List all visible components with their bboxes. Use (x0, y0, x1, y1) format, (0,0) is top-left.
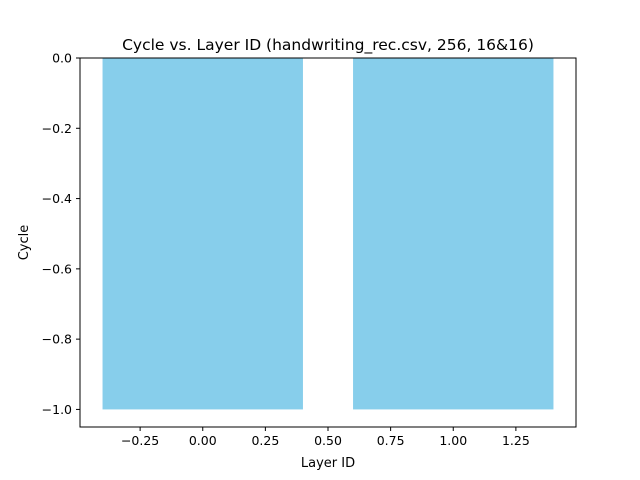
x-tick-label: −0.25 (121, 433, 159, 448)
bar-1 (353, 58, 554, 410)
x-axis-ticks: −0.25 0.00 0.25 0.50 0.75 1.00 1.25 (121, 427, 530, 448)
x-tick-label: 0.25 (251, 433, 279, 448)
x-tick-label: 0.00 (189, 433, 217, 448)
y-axis-label: Cycle (17, 225, 32, 261)
y-axis-ticks: 0.0 −0.2 −0.4 −0.6 −0.8 −1.0 (42, 51, 80, 417)
x-tick-label: 0.50 (314, 433, 342, 448)
y-tick-label: −0.4 (42, 191, 72, 206)
x-tick-label: 1.00 (439, 433, 467, 448)
x-axis-label: Layer ID (301, 456, 355, 471)
chart-title: Cycle vs. Layer ID (handwriting_rec.csv,… (122, 36, 534, 55)
y-tick-label: −0.8 (42, 332, 72, 347)
y-tick-label: −1.0 (42, 402, 72, 417)
bar-0 (102, 58, 303, 410)
x-tick-label: 0.75 (377, 433, 405, 448)
y-tick-label: 0.0 (52, 51, 72, 66)
y-tick-label: −0.2 (42, 121, 72, 136)
x-tick-label: 1.25 (502, 433, 530, 448)
bars-group (102, 58, 554, 410)
y-tick-label: −0.6 (42, 261, 72, 276)
